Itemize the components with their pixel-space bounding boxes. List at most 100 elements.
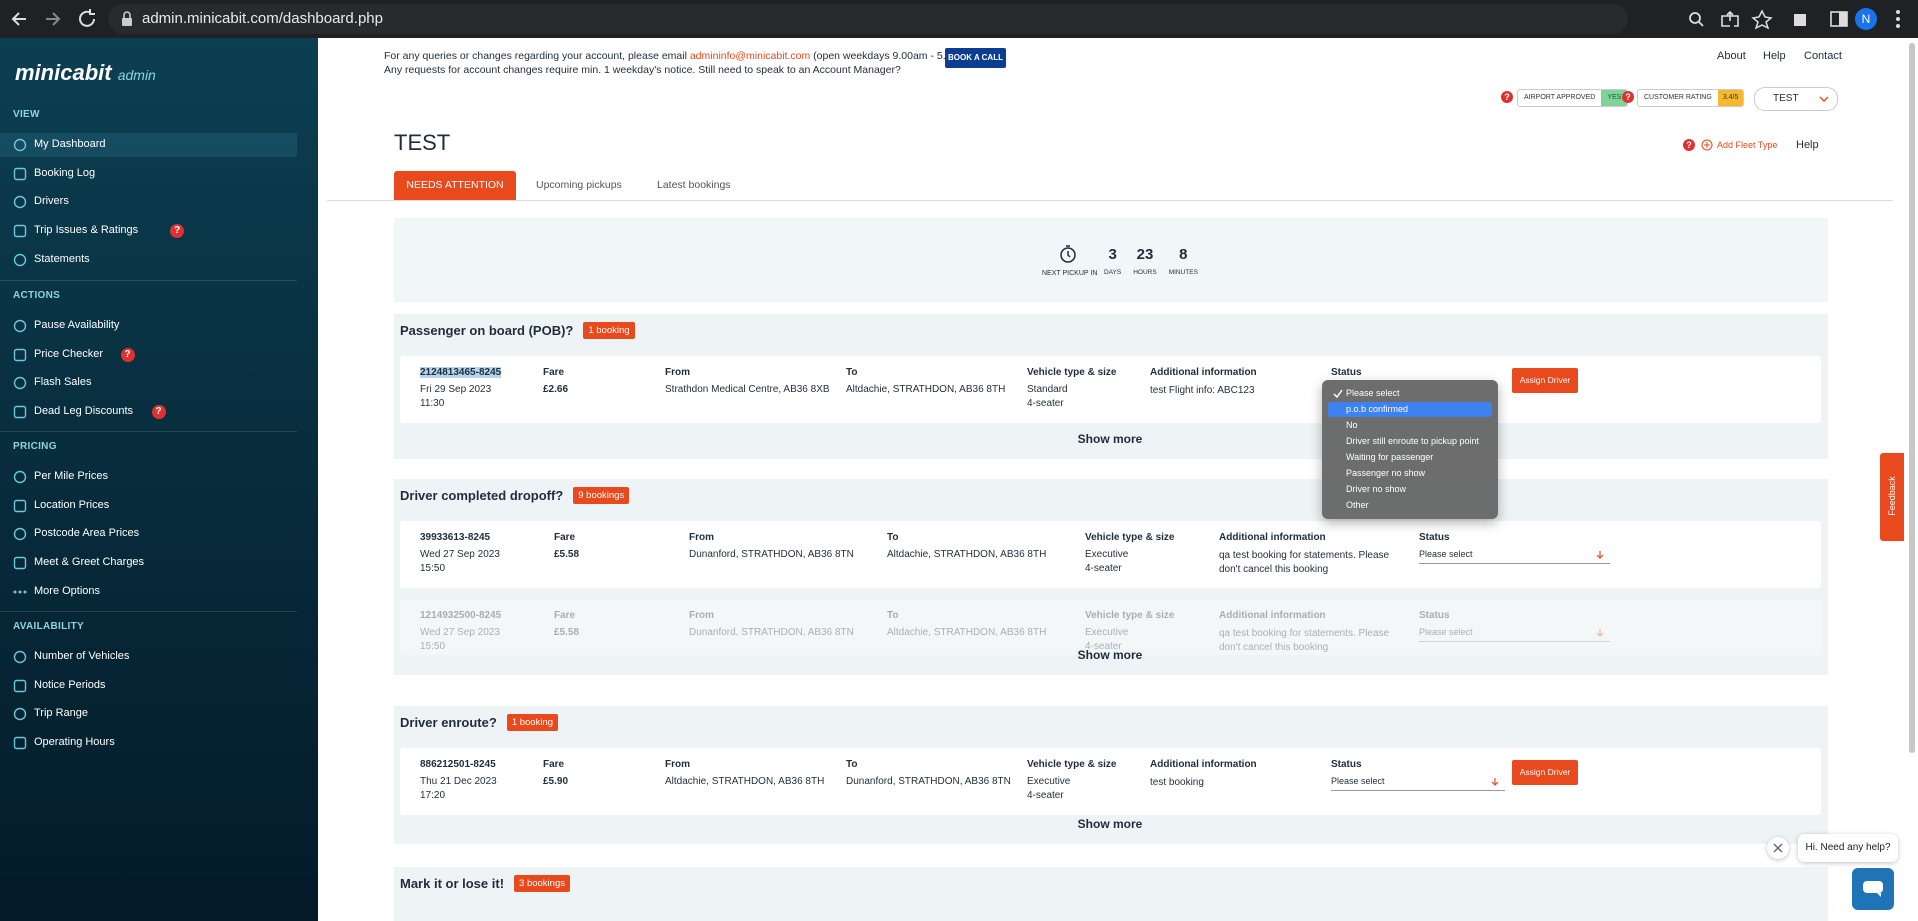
dropdown-option[interactable]: Waiting for passenger <box>1346 452 1434 462</box>
icon <box>13 138 27 152</box>
column-header: Vehicle type & size <box>1027 759 1117 770</box>
to: Dunanford, STRATHDON, AB36 8TN <box>846 776 1011 787</box>
assign-driver-button[interactable]: Assign Driver <box>1512 368 1578 393</box>
sidebar-item[interactable]: Postcode Area Prices <box>34 527 140 540</box>
checkmark <box>1333 389 1343 399</box>
chat-button[interactable] <box>1852 868 1894 910</box>
sidebar-item[interactable]: Price Checker <box>34 347 104 360</box>
booking-date: Wed 27 Sep 2023 <box>420 627 500 638</box>
menu-icon[interactable] <box>1895 9 1901 29</box>
column-header: Additional information <box>1219 610 1326 621</box>
dropdown-option[interactable]: p.o.b confirmed <box>1346 404 1409 414</box>
sidebar-item[interactable]: Flash Sales <box>34 376 92 389</box>
sidebar-item[interactable]: Statements <box>34 252 90 265</box>
sidebar-item[interactable]: Notice Periods <box>34 678 106 691</box>
status-select[interactable]: Please select <box>1419 549 1610 564</box>
help-icon[interactable]: ? <box>1622 91 1634 103</box>
sidebar-divider <box>0 280 297 281</box>
page-title: TEST <box>394 130 451 155</box>
feedback-text: Feedback <box>1887 476 1897 516</box>
dropdown-option[interactable]: Other <box>1346 500 1369 510</box>
dropdown-option[interactable]: Driver no show <box>1346 484 1407 494</box>
sidebar-item[interactable]: Dead Leg Discounts <box>34 405 134 418</box>
icon <box>13 470 27 484</box>
sidebar-item[interactable]: Pause Availability <box>34 319 120 331</box>
additional-info: qa test booking for statements. Please d… <box>1219 628 1390 653</box>
sidebar-item[interactable]: More Options <box>34 584 101 597</box>
dropdown-option[interactable]: Passenger no show <box>1346 468 1426 478</box>
sidebar-item[interactable]: My Dashboard <box>34 138 106 150</box>
sidebar-item[interactable]: Operating Hours <box>34 736 115 749</box>
from: Dunanford, STRATHDON, AB36 8TN <box>689 627 854 638</box>
top-link[interactable]: About <box>1717 50 1746 62</box>
column-header: Vehicle type & size <box>1027 367 1117 378</box>
help-icon[interactable]: ? <box>1683 139 1695 151</box>
icon <box>13 196 27 209</box>
sidebar: minicabit admin VIEW My Dashboard Booking … <box>0 38 318 921</box>
sidebar-item[interactable]: Booking Log <box>34 166 96 179</box>
additional-info: test booking <box>1150 777 1204 788</box>
column-header: From <box>665 759 690 770</box>
show-more[interactable]: Show more <box>1077 817 1143 831</box>
top-link[interactable]: Help <box>1763 50 1786 62</box>
add-fleet-link[interactable]: Add Fleet Type <box>1717 140 1778 150</box>
icon <box>13 319 27 333</box>
tab[interactable]: Latest bookings <box>657 179 731 191</box>
booking-id: 39933613-8245 <box>420 532 491 543</box>
email-link[interactable]: admininfo@minicabit.com <box>689 50 811 62</box>
profile-avatar[interactable]: N <box>1855 8 1877 30</box>
chat-bubble[interactable]: Hi. Need any help? <box>1798 834 1898 862</box>
status-select[interactable]: Please select <box>1331 776 1505 791</box>
alert-badge: ? <box>120 347 135 362</box>
lock-icon <box>122 11 132 26</box>
show-more[interactable]: Show more <box>1077 648 1143 662</box>
section-panel <box>394 867 1828 921</box>
section-header: Passenger on board (POB)? 1 booking <box>400 322 635 339</box>
account-select[interactable]: TEST <box>1754 87 1838 111</box>
rating-value: 3.4/5 <box>1717 90 1744 106</box>
column-header: To <box>846 759 858 770</box>
chat-close[interactable] <box>1767 837 1789 859</box>
assign-driver-button[interactable]: Assign Driver <box>1512 760 1578 785</box>
sidebar-item[interactable]: Meet & Greet Charges <box>34 556 145 569</box>
top-link[interactable]: Contact <box>1804 50 1842 62</box>
tab[interactable]: Upcoming pickups <box>536 179 622 191</box>
help-link[interactable]: Help <box>1796 139 1819 151</box>
chat-icon <box>1863 881 1883 897</box>
sidebar-item[interactable]: Trip Issues & Ratings <box>34 224 139 237</box>
select-arrow <box>1596 551 1604 559</box>
show-more[interactable]: Show more <box>1077 432 1143 446</box>
column-header: Status <box>1419 610 1450 621</box>
dropdown-option[interactable]: Driver still enroute to pickup point <box>1346 436 1480 446</box>
section-header: Driver enroute? 1 booking <box>400 714 559 731</box>
dropdown-option[interactable]: No <box>1346 420 1358 430</box>
dropdown-option[interactable]: Please select <box>1346 388 1400 398</box>
sidebar-item[interactable]: Number of Vehicles <box>34 650 130 662</box>
url-field[interactable] <box>108 4 1628 34</box>
sidebar-heading: PRICING <box>13 441 57 452</box>
sidebar-item[interactable]: Trip Range <box>34 707 89 720</box>
rating-chip: CUSTOMER RATING 3.4/5 <box>1637 89 1745 107</box>
sidebar-item[interactable]: Per Mile Prices <box>34 470 108 482</box>
nav-buttons[interactable] <box>10 8 100 30</box>
status-dropdown: Please select p.o.b confirmed No Driver sti… <box>1322 380 1498 519</box>
hours: (open weekdays 9.00am - 5.30pm) <box>813 50 976 62</box>
notice-2: Any requests for account changes require… <box>384 64 901 76</box>
countdown-number: 23 <box>1136 246 1154 263</box>
status-select[interactable]: Please select <box>1419 627 1610 642</box>
column-header: Status <box>1419 532 1450 543</box>
countdown-number: 3 <box>1108 246 1117 263</box>
book-call-button[interactable]: BOOK A CALL <box>945 48 1006 68</box>
tab-divider <box>327 200 1893 201</box>
icon <box>13 556 27 570</box>
column-header: Additional information <box>1219 532 1326 543</box>
tab-active[interactable]: NEEDS ATTENTION <box>394 171 516 200</box>
sidebar-item[interactable]: Drivers <box>34 195 69 208</box>
sidebar-item[interactable]: Location Prices <box>34 498 110 511</box>
vehicle-size: 4-seater <box>1027 790 1064 801</box>
feedback-tab[interactable]: Feedback <box>1880 453 1904 541</box>
browser-icons[interactable] <box>1686 8 1866 30</box>
countdown-unit: 8 MINUTES <box>1169 246 1198 276</box>
help-icon[interactable]: ? <box>1501 91 1513 103</box>
